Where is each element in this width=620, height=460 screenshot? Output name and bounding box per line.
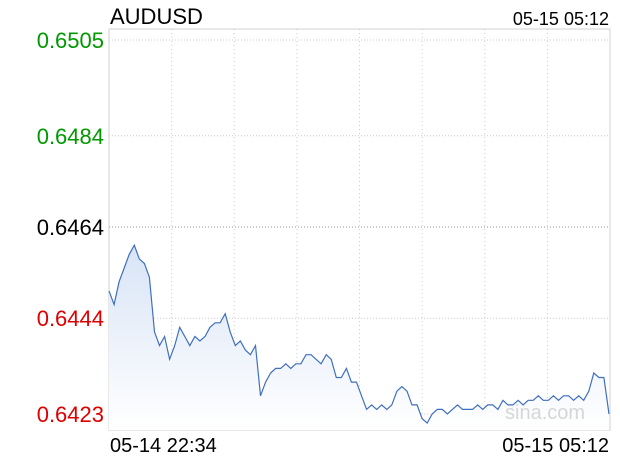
price-series-line bbox=[108, 243, 610, 425]
timestamp: 05-15 05:12 bbox=[513, 9, 609, 29]
x-tick-label-end: 05-15 05:12 bbox=[502, 435, 609, 457]
chart-title: AUDUSD bbox=[110, 4, 203, 29]
y-tick-label: 0.6444 bbox=[37, 306, 104, 331]
y-tick-label: 0.6505 bbox=[37, 28, 104, 53]
y-tick-label: 0.6423 bbox=[37, 402, 104, 427]
y-tick-label: 0.6484 bbox=[37, 124, 104, 149]
x-tick-label-start: 05-14 22:34 bbox=[110, 435, 217, 457]
y-axis-tick-labels: 0.6505 0.6484 0.6464 0.6444 0.6423 bbox=[37, 28, 104, 427]
vertical-gridlines bbox=[171, 29, 548, 430]
y-tick-label: 0.6464 bbox=[37, 215, 104, 240]
price-area-fill bbox=[109, 245, 609, 430]
watermark: sina.com bbox=[505, 402, 585, 424]
